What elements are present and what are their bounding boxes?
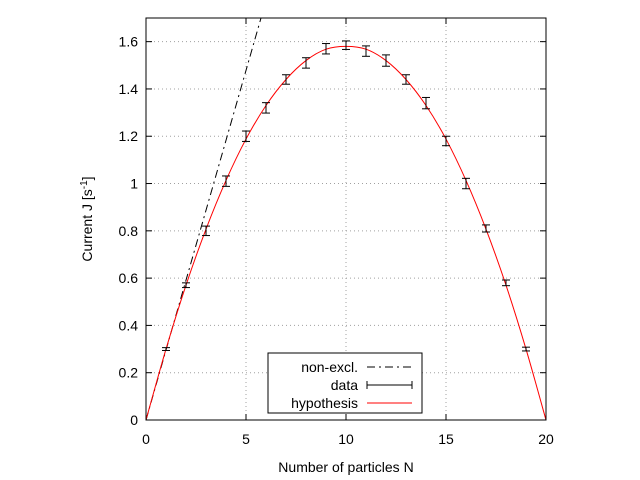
y-tick-label: 1.6 (119, 34, 139, 50)
y-axis-label: Current J [s-1] (79, 176, 95, 261)
data-point (362, 45, 370, 57)
legend-items: non-excl. data hypothesis (291, 359, 413, 411)
data-point (202, 225, 210, 237)
legend-item-non-excl.: non-excl. (301, 359, 412, 375)
y-tick-label: 1.4 (119, 81, 139, 97)
data-point (422, 96, 430, 110)
legend-label: data (331, 377, 358, 393)
data-point (342, 40, 350, 50)
y-tick-label: 0.6 (119, 270, 139, 286)
y-tick-label: 0 (130, 412, 138, 428)
data-point (262, 102, 270, 114)
data-point (482, 224, 490, 233)
x-tick-label: 20 (538, 431, 554, 447)
data-point (242, 130, 250, 142)
x-tick-label: 10 (338, 431, 354, 447)
legend-item-data: data (331, 377, 413, 393)
data-point (182, 282, 190, 289)
plot-series (146, 18, 546, 420)
data-point (462, 177, 470, 190)
x-tick-label: 5 (242, 431, 250, 447)
legend: non-excl. data hypothesis (267, 352, 423, 414)
data-point (382, 54, 390, 67)
data-point (522, 346, 530, 352)
y-axis-label-superscript: -1 (79, 180, 90, 189)
data-point (222, 175, 230, 187)
y-axis-label-end: ] (79, 176, 95, 180)
y-axis-label-main: Current J [s (79, 189, 95, 261)
y-tick-label: 0.8 (119, 223, 139, 239)
y-tick-label: 1.2 (119, 128, 139, 144)
y-tick-label: 0.2 (119, 365, 139, 381)
data-point (282, 74, 290, 85)
data-point (162, 347, 170, 351)
data-point (442, 135, 450, 147)
data-point (502, 279, 510, 287)
x-tick-label: 15 (438, 431, 454, 447)
y-tick-label: 1 (130, 176, 138, 192)
series-line-non-excl. (146, 18, 262, 420)
data-point (322, 43, 330, 55)
data-point (402, 74, 410, 85)
legend-item-hypothesis: hypothesis (291, 395, 412, 411)
y-tick-label: 0.4 (119, 317, 139, 333)
legend-label: hypothesis (291, 395, 358, 411)
x-tick-label: 0 (142, 431, 150, 447)
axis-ticks: 0 5 10 15 20 0 0.2 0.4 0.6 0.8 1 1.2 1.4 1.6 (119, 18, 554, 447)
data-point (302, 57, 310, 69)
x-axis-label: Number of particles N (278, 459, 413, 475)
legend-label: non-excl. (301, 359, 358, 375)
